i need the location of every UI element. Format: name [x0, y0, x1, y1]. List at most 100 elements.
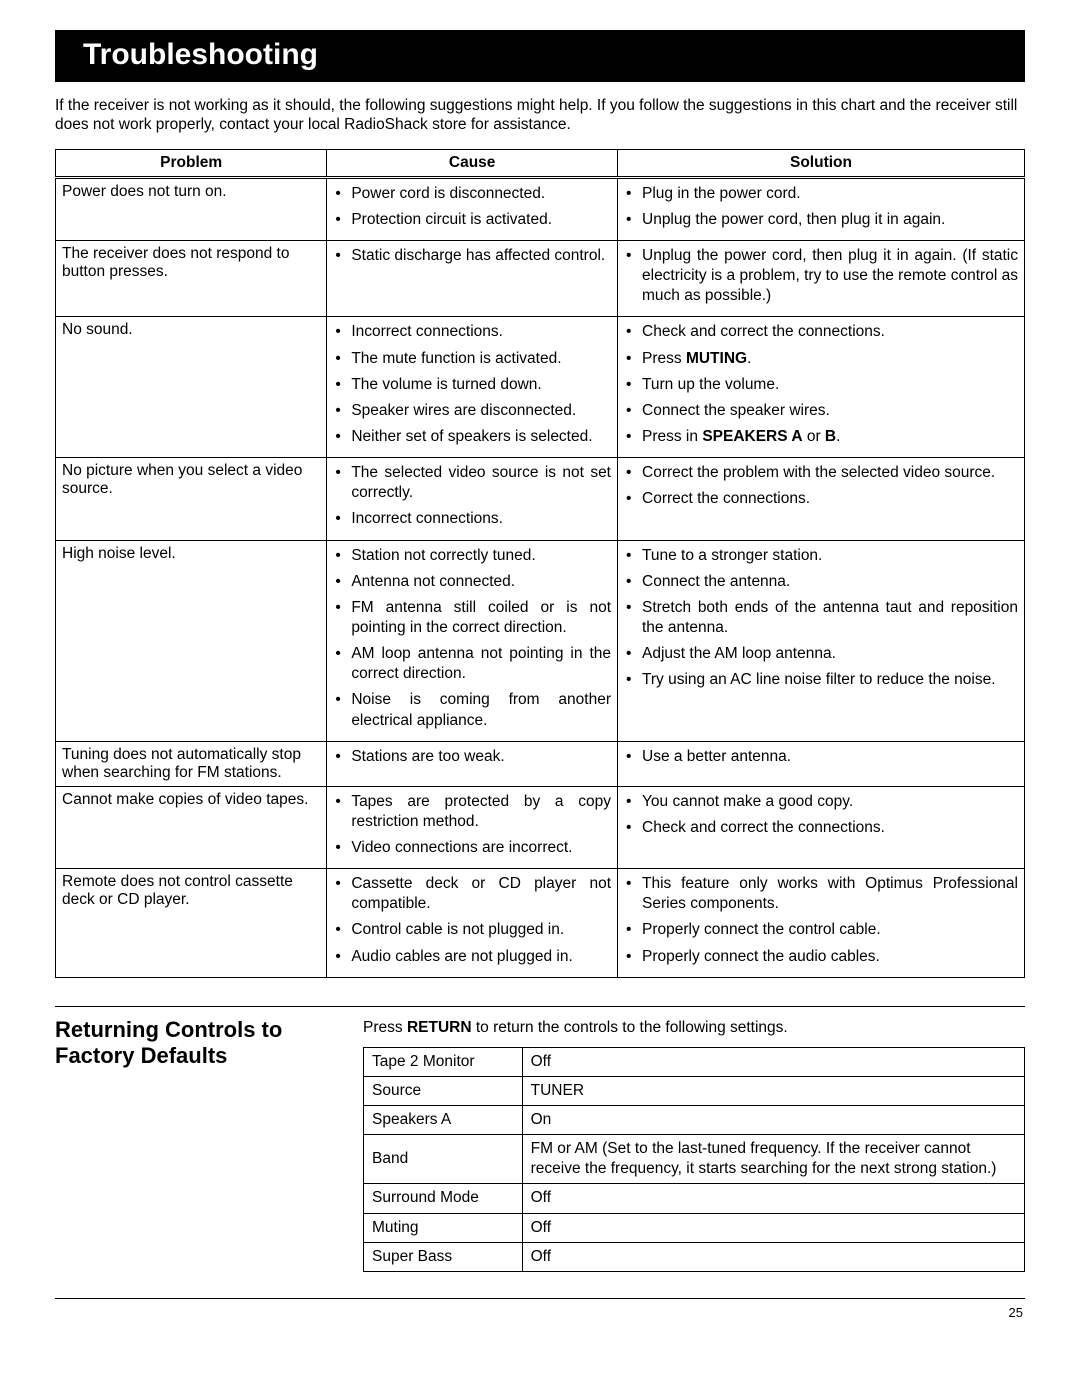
list-item: Neither set of speakers is selected. [347, 427, 611, 447]
defaults-value: Off [522, 1047, 1024, 1076]
intro-paragraph: If the receiver is not working as it sho… [55, 96, 1025, 135]
list-item: Stretch both ends of the antenna taut an… [638, 598, 1018, 638]
problem-cell: Power does not turn on. [56, 177, 327, 240]
list-item: Station not correctly tuned. [347, 546, 611, 566]
bullet-list: Tune to a stronger station.Connect the a… [624, 546, 1018, 691]
table-row: SourceTUNER [364, 1076, 1025, 1105]
list-item: Control cable is not plugged in. [347, 920, 611, 940]
manual-page: Troubleshooting If the receiver is not w… [0, 0, 1080, 1340]
solution-cell: Correct the problem with the selected vi… [618, 458, 1025, 540]
bottom-separator [55, 1298, 1025, 1299]
page-title: Troubleshooting [83, 38, 318, 71]
defaults-value: FM or AM (Set to the last-tuned frequenc… [522, 1135, 1024, 1184]
table-row: Tape 2 MonitorOff [364, 1047, 1025, 1076]
defaults-key: Surround Mode [364, 1184, 523, 1213]
list-item: FM antenna still coiled or is not pointi… [347, 598, 611, 638]
bullet-list: Stations are too weak. [333, 747, 611, 767]
list-item: Properly connect the control cable. [638, 920, 1018, 940]
bullet-list: Unplug the power cord, then plug it in a… [624, 246, 1018, 306]
list-item: Check and correct the connections. [638, 818, 1018, 838]
list-item: Unplug the power cord, then plug it in a… [638, 210, 1018, 230]
problem-cell: Tuning does not automatically stop when … [56, 741, 327, 786]
list-item: Audio cables are not plugged in. [347, 947, 611, 967]
cause-cell: Stations are too weak. [327, 741, 618, 786]
list-item: The mute function is activated. [347, 349, 611, 369]
table-row: MutingOff [364, 1213, 1025, 1242]
solution-cell: Check and correct the connections. Press … [618, 317, 1025, 458]
list-item: This feature only works with Optimus Pro… [638, 874, 1018, 914]
bullet-list: The selected video source is not set cor… [333, 463, 611, 529]
troubleshooting-tbody: Power does not turn on.Power cord is dis… [56, 177, 1025, 977]
table-row: High noise level.Station not correctly t… [56, 540, 1025, 741]
list-item: Antenna not connected. [347, 572, 611, 592]
cause-cell: Incorrect connections.The mute function … [327, 317, 618, 458]
table-row: Speakers AOn [364, 1105, 1025, 1134]
list-item: Tapes are protected by a copy restrictio… [347, 792, 611, 832]
col-header-cause: Cause [327, 149, 618, 177]
list-item: Correct the problem with the selected vi… [638, 463, 1018, 483]
solution-cell: Plug in the power cord.Unplug the power … [618, 177, 1025, 240]
solution-cell: You cannot make a good copy. Check and co… [618, 786, 1025, 868]
bullet-list: Cassette deck or CD player not compatibl… [333, 874, 611, 967]
list-item: Incorrect connections. [347, 509, 611, 529]
cause-cell: The selected video source is not set cor… [327, 458, 618, 540]
bullet-list: Check and correct the connections. Press … [624, 322, 1018, 447]
list-item: Press in SPEAKERS A or B. [638, 427, 1018, 447]
list-item: Connect the speaker wires. [638, 401, 1018, 421]
list-item: Use a better antenna. [638, 747, 1018, 767]
bullet-list: Power cord is disconnected. Protection ci… [333, 184, 611, 230]
list-item: Static discharge has affected control. [347, 246, 611, 266]
table-row: The receiver does not respond to button … [56, 241, 1025, 317]
defaults-value: On [522, 1105, 1024, 1134]
list-item: Noise is coming from another electrical … [347, 690, 611, 730]
bullet-list: This feature only works with Optimus Pro… [624, 874, 1018, 967]
table-row: Super BassOff [364, 1242, 1025, 1271]
bullet-list: Static discharge has affected control. [333, 246, 611, 266]
page-number: 25 [55, 1305, 1025, 1320]
table-row: Remote does not control cassette deck or… [56, 869, 1025, 978]
cause-cell: Power cord is disconnected. Protection ci… [327, 177, 618, 240]
defaults-key: Muting [364, 1213, 523, 1242]
list-item: Check and correct the connections. [638, 322, 1018, 342]
table-row: Power does not turn on.Power cord is dis… [56, 177, 1025, 240]
defaults-content: Press RETURN to return the controls to t… [363, 1017, 1025, 1272]
table-row: Tuning does not automatically stop when … [56, 741, 1025, 786]
defaults-key: Speakers A [364, 1105, 523, 1134]
defaults-key: Tape 2 Monitor [364, 1047, 523, 1076]
defaults-key: Band [364, 1135, 523, 1184]
list-item: Power cord is disconnected. [347, 184, 611, 204]
list-item: Try using an AC line noise filter to red… [638, 670, 1018, 690]
problem-cell: Remote does not control cassette deck or… [56, 869, 327, 978]
solution-cell: This feature only works with Optimus Pro… [618, 869, 1025, 978]
list-item: AM loop antenna not pointing in the corr… [347, 644, 611, 684]
bullet-list: Plug in the power cord.Unplug the power … [624, 184, 1018, 230]
list-item: The volume is turned down. [347, 375, 611, 395]
bullet-list: Station not correctly tuned. Antenna not … [333, 546, 611, 731]
cause-cell: Static discharge has affected control. [327, 241, 618, 317]
list-item: Turn up the volume. [638, 375, 1018, 395]
list-item: Cassette deck or CD player not compatibl… [347, 874, 611, 914]
list-item: The selected video source is not set cor… [347, 463, 611, 503]
bullet-list: You cannot make a good copy. Check and co… [624, 792, 1018, 838]
bullet-list: Incorrect connections.The mute function … [333, 322, 611, 447]
table-row: BandFM or AM (Set to the last-tuned freq… [364, 1135, 1025, 1184]
bullet-list: Tapes are protected by a copy restrictio… [333, 792, 611, 858]
list-item: You cannot make a good copy. [638, 792, 1018, 812]
defaults-value: Off [522, 1242, 1024, 1271]
list-item: Properly connect the audio cables. [638, 947, 1018, 967]
list-item: Press MUTING. [638, 349, 1018, 369]
list-item: Protection circuit is activated. [347, 210, 611, 230]
problem-cell: Cannot make copies of video tapes. [56, 786, 327, 868]
bullet-list: Use a better antenna. [624, 747, 1018, 767]
cause-cell: Station not correctly tuned. Antenna not … [327, 540, 618, 741]
table-header-row: Problem Cause Solution [56, 149, 1025, 177]
troubleshooting-table: Problem Cause Solution Power does not tu… [55, 149, 1025, 978]
table-row: No picture when you select a video sourc… [56, 458, 1025, 540]
defaults-section: Returning Controls to Factory Defaults P… [55, 1017, 1025, 1272]
cause-cell: Cassette deck or CD player not compatibl… [327, 869, 618, 978]
solution-cell: Use a better antenna. [618, 741, 1025, 786]
solution-cell: Tune to a stronger station.Connect the a… [618, 540, 1025, 741]
list-item: Correct the connections. [638, 489, 1018, 509]
table-row: Surround ModeOff [364, 1184, 1025, 1213]
table-row: No sound.Incorrect connections.The mute … [56, 317, 1025, 458]
